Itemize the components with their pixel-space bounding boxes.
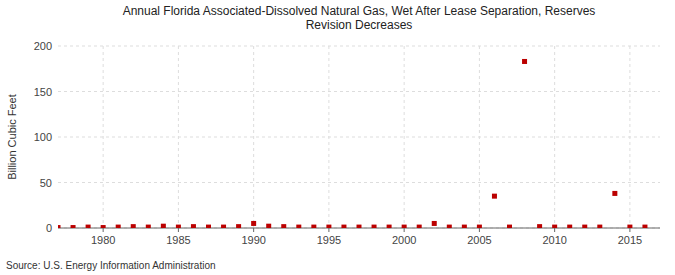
y-tick-label: 200 bbox=[34, 40, 52, 52]
point bbox=[537, 224, 542, 228]
x-tick-label: 1985 bbox=[166, 234, 190, 246]
x-tick-label: 2000 bbox=[392, 234, 416, 246]
point bbox=[221, 225, 226, 228]
x-tick bbox=[554, 228, 555, 232]
point bbox=[447, 225, 452, 228]
x-tick-label: 2015 bbox=[618, 234, 642, 246]
y-tick-label: 0 bbox=[46, 222, 52, 234]
point bbox=[582, 225, 587, 228]
x-grid-line bbox=[178, 46, 179, 228]
point bbox=[266, 224, 271, 228]
point bbox=[58, 225, 61, 228]
x-tick bbox=[479, 228, 480, 232]
grid bbox=[58, 46, 660, 228]
x-grid-line bbox=[554, 46, 555, 228]
point bbox=[296, 225, 301, 228]
point bbox=[612, 191, 617, 196]
x-tick bbox=[404, 228, 405, 232]
point bbox=[131, 224, 136, 228]
point bbox=[597, 225, 602, 228]
point bbox=[116, 225, 121, 228]
point bbox=[281, 224, 286, 228]
point bbox=[387, 225, 392, 228]
point bbox=[236, 224, 241, 228]
title: Annual Florida Associated-Dissolved Natu… bbox=[123, 4, 596, 32]
point bbox=[402, 225, 407, 228]
x-tick bbox=[629, 228, 630, 232]
point bbox=[417, 225, 422, 228]
points bbox=[58, 59, 647, 228]
y-tick-label: 50 bbox=[40, 177, 52, 189]
x-tick bbox=[178, 228, 179, 232]
point bbox=[462, 225, 467, 228]
point bbox=[567, 225, 572, 228]
point bbox=[357, 225, 362, 228]
x-tick bbox=[328, 228, 329, 232]
y-axis-label: Billion Cubic Feet bbox=[6, 94, 18, 180]
point bbox=[161, 224, 166, 228]
point bbox=[191, 224, 196, 228]
x-tick-label: 2010 bbox=[542, 234, 566, 246]
x-grid-line bbox=[103, 46, 104, 228]
title-line: Annual Florida Associated-Dissolved Natu… bbox=[123, 4, 596, 18]
x-tick-label: 1990 bbox=[241, 234, 265, 246]
point bbox=[341, 225, 346, 228]
point bbox=[627, 225, 632, 228]
point bbox=[372, 225, 377, 228]
x-grid-line bbox=[404, 46, 405, 228]
point bbox=[642, 225, 647, 228]
point bbox=[507, 225, 512, 228]
point bbox=[101, 225, 106, 228]
x-grid-line bbox=[479, 46, 480, 228]
point bbox=[492, 194, 497, 199]
point bbox=[251, 221, 256, 226]
y-grid-line bbox=[58, 46, 660, 47]
point bbox=[86, 225, 91, 228]
x-tick bbox=[103, 228, 104, 232]
point bbox=[326, 225, 331, 228]
x-grid-line bbox=[328, 46, 329, 228]
x-tick-label: 1980 bbox=[91, 234, 115, 246]
y-grid-line bbox=[58, 137, 660, 138]
x-grid-line bbox=[629, 46, 630, 228]
point bbox=[552, 225, 557, 228]
point bbox=[311, 225, 316, 228]
point bbox=[146, 225, 151, 228]
x-tick bbox=[253, 228, 254, 232]
point bbox=[477, 225, 482, 228]
title-line: Revision Decreases bbox=[306, 18, 413, 32]
point bbox=[522, 59, 527, 64]
point bbox=[176, 225, 181, 228]
point bbox=[432, 221, 437, 226]
y-tick-label: 100 bbox=[34, 131, 52, 143]
point bbox=[71, 225, 76, 228]
x-tick-label: 1995 bbox=[317, 234, 341, 246]
x-grid-line bbox=[253, 46, 254, 228]
y-tick-label: 150 bbox=[34, 86, 52, 98]
y-grid-line bbox=[58, 91, 660, 92]
x-tick-label: 2005 bbox=[467, 234, 491, 246]
source: Source: U.S. Energy Information Administ… bbox=[6, 260, 216, 271]
y-grid-line bbox=[58, 182, 660, 183]
point bbox=[206, 225, 211, 228]
